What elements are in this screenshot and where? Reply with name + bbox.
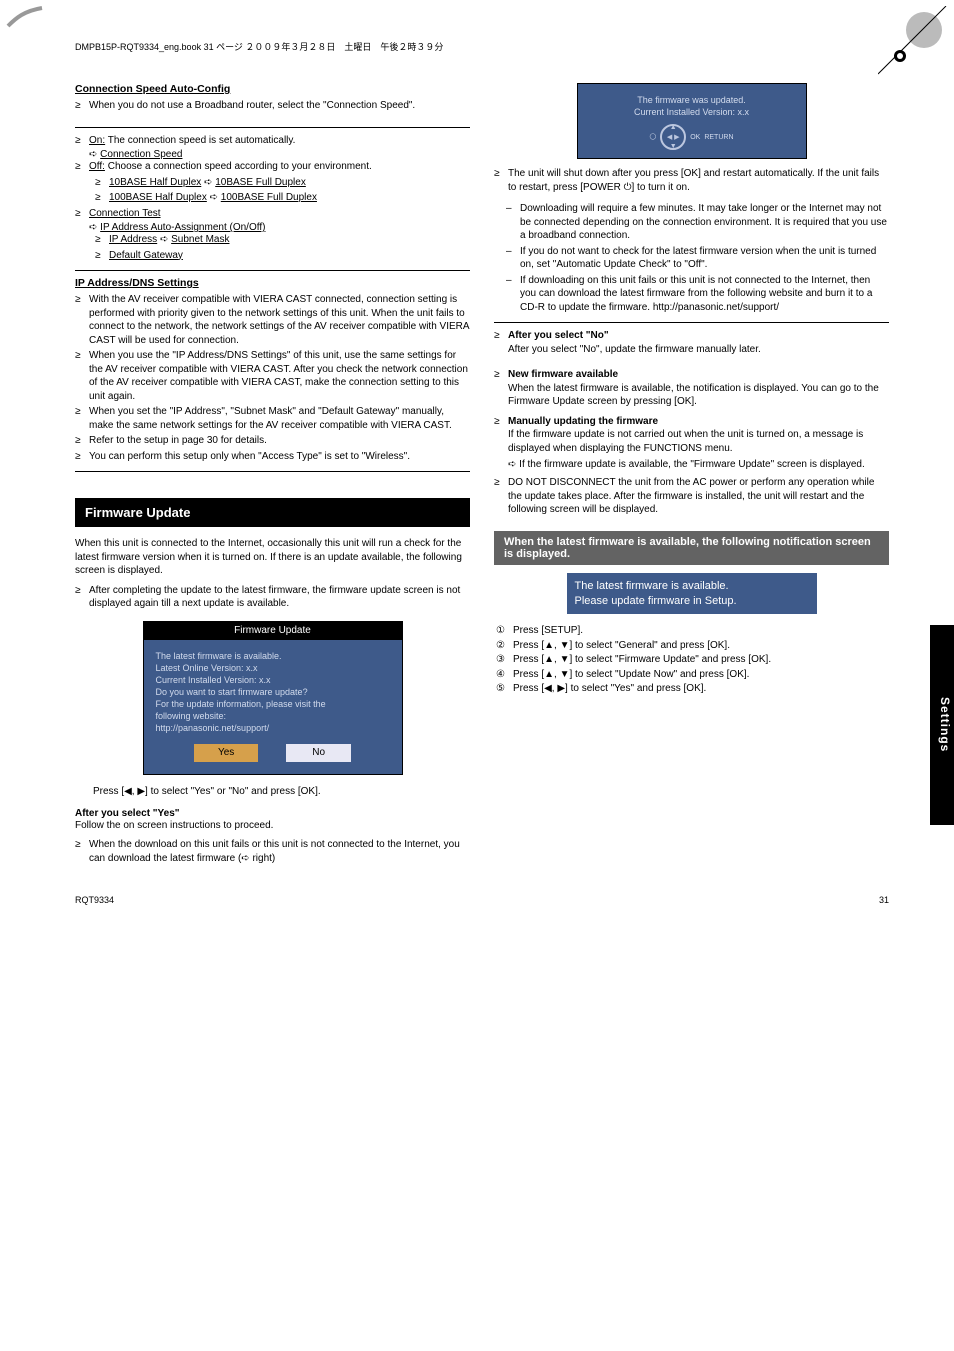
fw-line-6: http://panasonic.net/support/ — [156, 722, 390, 734]
fw-line-3: Do you want to start firmware update? — [156, 686, 390, 698]
step-1: Press [SETUP]. — [513, 624, 583, 639]
page-number: 31 — [879, 895, 889, 905]
complete-line-1: The firmware was updated. — [588, 94, 796, 106]
fw-line-2: Current Installed Version: x.x — [156, 674, 390, 686]
step-5: Press [◀, ▶] to select "Yes" and press [… — [513, 682, 706, 697]
after-yes-text: Follow the on screen instructions to pro… — [75, 819, 470, 833]
fw-line-1: Latest Online Version: x.x — [156, 662, 390, 674]
latest-fw-gray-header: When the latest firmware is available, t… — [494, 531, 889, 565]
latest-line-2: Please update firmware in Setup. — [575, 594, 809, 609]
ipdns-b2: When you set the "IP Address", "Subnet M… — [89, 405, 470, 432]
manual-b0: New firmware availableWhen the latest fi… — [508, 368, 889, 409]
after-yes-bullet: When the download on this unit fails or … — [89, 838, 470, 865]
ipdns-b0: With the AV receiver compatible with VIE… — [89, 293, 470, 347]
fw-line-0: The latest firmware is available. — [156, 650, 390, 662]
conn-speed-desc: When you do not use a Broadband router, … — [89, 99, 415, 113]
steps-list: ①Press [SETUP]. ②Press [▲, ▼] to select … — [494, 624, 889, 697]
step-2: Press [▲, ▼] to select "General" and pre… — [513, 639, 730, 654]
note-no-disconnect: DO NOT DISCONNECT the unit from the AC p… — [508, 476, 889, 517]
fw-dialog-title: Firmware Update — [143, 621, 403, 640]
dash-2: If downloading on this unit fails or thi… — [520, 274, 889, 315]
cs-off: Off: Choose a connection speed according… — [89, 160, 372, 174]
left-column: Connection Speed Auto-Config ≥ When you d… — [75, 83, 470, 867]
footer-code: RQT9334 — [75, 895, 114, 905]
manual-b1: Manually updating the firmwareIf the fir… — [508, 415, 889, 456]
right-column: The firmware was updated. Current Instal… — [494, 83, 889, 867]
return-label: RETURN — [704, 133, 733, 142]
cs-options: ≥10BASE Half Duplex ➪ 10BASE Full Duplex… — [95, 176, 470, 205]
fw-line-5: following website: — [156, 710, 390, 722]
after-no-long: After you select "No"After you select "N… — [508, 329, 761, 356]
dash-0: Downloading will require a few minutes. … — [520, 202, 889, 243]
dash-1: If you do not want to check for the late… — [520, 245, 889, 272]
ipdns-b1: When you use the "IP Address/DNS Setting… — [89, 349, 470, 403]
conn-speed-title: Connection Speed Auto-Config — [75, 83, 470, 95]
firmware-update-dialog: Firmware Update The latest firmware is a… — [143, 621, 403, 775]
ok-label: OK — [690, 133, 700, 142]
complete-line-2: Current Installed Version: x.x — [588, 106, 796, 118]
step-4: Press [▲, ▼] to select "Update Now" and … — [513, 668, 749, 683]
after-yes-title: After you select "Yes" — [75, 808, 470, 819]
step-3: Press [▲, ▼] to select "Firmware Update"… — [513, 653, 771, 668]
yes-button[interactable]: Yes — [194, 744, 258, 762]
latest-line-1: The latest firmware is available. — [575, 579, 809, 594]
ipdns-b3: Refer to the setup in page 30 for detail… — [89, 434, 267, 448]
arrow-setup: ➪ If the firmware update is available, t… — [508, 459, 889, 470]
latest-firmware-notice: The latest firmware is available. Please… — [567, 573, 817, 615]
after-complete-bullet: The unit will shut down after you press … — [508, 167, 889, 194]
fw-para1-bullet: After completing the update to the lates… — [89, 584, 470, 611]
bullet-dot: ≥ — [75, 99, 83, 113]
page-header-line: DMPB15P-RQT9334_eng.book 31 ページ ２００９年３月２… — [75, 40, 889, 83]
firmware-update-header: Firmware Update — [75, 498, 470, 527]
fw-line-4: For the update information, please visit… — [156, 698, 390, 710]
ipdns-title: IP Address/DNS Settings — [75, 277, 470, 289]
ok-control-icon: ◯ — [649, 133, 656, 141]
fw-para1: When this unit is connected to the Inter… — [75, 537, 470, 578]
cs-off-arrow: ➪ Connection Speed — [89, 149, 470, 160]
ipdns-b4: You can perform this setup only when "Ac… — [89, 450, 410, 464]
no-button[interactable]: No — [286, 744, 351, 762]
firmware-complete-dialog: The firmware was updated. Current Instal… — [577, 83, 807, 159]
ok-button-ring[interactable]: ▲◀ ▶▼ — [660, 124, 686, 150]
cs-on: On: The connection speed is set automati… — [89, 134, 295, 148]
fw-caption: Press [◀, ▶] to select "Yes" or "No" and… — [93, 785, 470, 798]
side-tab-settings: Settings — [930, 625, 954, 825]
